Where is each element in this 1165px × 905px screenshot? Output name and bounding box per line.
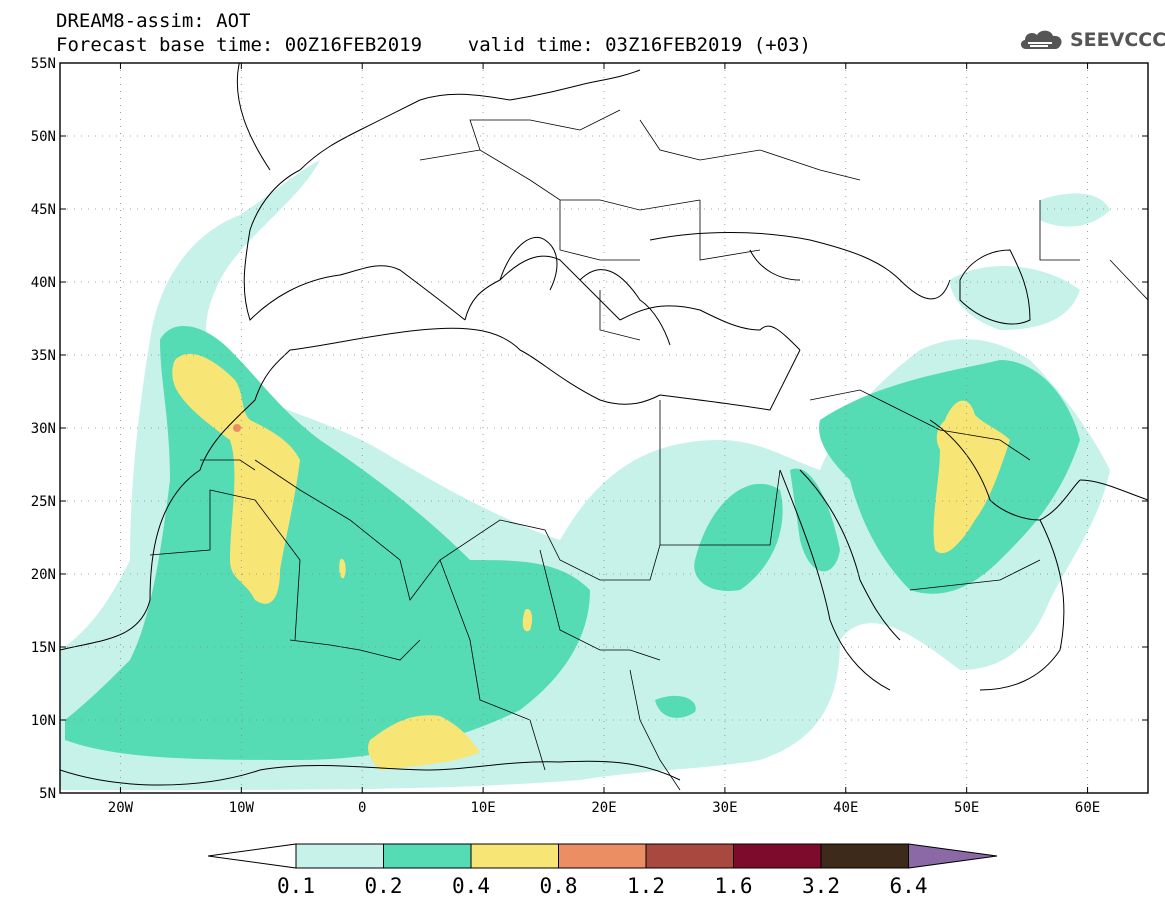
lon-tick-label: 40E xyxy=(833,800,858,816)
lon-tick-label: 20W xyxy=(108,800,134,816)
lon-tick-label: 50E xyxy=(954,800,979,816)
longitude-axis: 20W 10W 0 10E 20E 30E 40E 50E 60E xyxy=(108,63,1100,816)
latitude-axis: 55N 50N 45N 40N 35N 30N 25N 20N 15N 10N 5N xyxy=(31,56,1148,802)
colorbar-lower-arrow xyxy=(207,843,297,869)
lat-tick-label: 20N xyxy=(31,567,56,583)
colorbar-swatch xyxy=(820,843,909,869)
lat-tick-label: 5N xyxy=(39,786,56,802)
lat-tick-label: 55N xyxy=(31,56,56,72)
aot-band-0.2 xyxy=(65,326,1080,760)
lon-tick-label: 60E xyxy=(1075,800,1100,816)
lon-tick-label: 30E xyxy=(712,800,737,816)
colorbar-swatch xyxy=(733,843,822,869)
lat-lon-gridlines xyxy=(60,63,1148,793)
colorbar: 0.1 0.2 0.4 0.8 1.2 1.6 3.2 6.4 xyxy=(207,843,998,898)
country-borders xyxy=(149,109,1148,791)
lat-tick-label: 40N xyxy=(31,275,56,291)
colorbar-upper-arrow xyxy=(908,843,998,869)
colorbar-label: 6.4 xyxy=(890,874,928,898)
lat-tick-label: 45N xyxy=(31,202,56,218)
lon-tick-label: 20E xyxy=(591,800,616,816)
map-title: DREAM8-assim: AOT xyxy=(56,10,251,32)
colorbar-swatch xyxy=(558,843,647,869)
seevccc-logo: SEEVCCC xyxy=(1018,25,1165,55)
lat-tick-label: 50N xyxy=(31,129,56,145)
forecast-times: Forecast base time: 00Z16FEB2019 valid t… xyxy=(56,34,811,56)
colorbar-swatch xyxy=(470,843,559,869)
lat-tick-label: 35N xyxy=(31,348,56,364)
lat-tick-label: 15N xyxy=(31,640,56,656)
colorbar-swatch xyxy=(295,843,384,869)
colorbar-label: 0.8 xyxy=(540,874,578,898)
colorbar-label: 0.4 xyxy=(452,874,490,898)
lat-tick-label: 25N xyxy=(31,494,56,510)
colorbar-label: 0.2 xyxy=(365,874,403,898)
lon-tick-label: 10E xyxy=(470,800,495,816)
logo-text: SEEVCCC xyxy=(1070,29,1165,51)
colorbar-label: 3.2 xyxy=(802,874,840,898)
colorbar-label: 0.1 xyxy=(277,874,315,898)
colorbar-label: 1.6 xyxy=(715,874,753,898)
lat-tick-label: 30N xyxy=(31,421,56,437)
aot-band-0.8 xyxy=(233,424,241,432)
aot-field xyxy=(60,160,1110,790)
colorbar-swatch xyxy=(645,843,734,869)
colorbar-swatch xyxy=(383,843,472,869)
colorbar-label: 1.2 xyxy=(627,874,665,898)
coastlines xyxy=(60,63,1148,786)
lat-tick-label: 10N xyxy=(31,713,56,729)
lon-tick-label: 0 xyxy=(358,800,366,816)
cloud-icon xyxy=(1020,30,1062,49)
lon-tick-label: 10W xyxy=(229,800,255,816)
